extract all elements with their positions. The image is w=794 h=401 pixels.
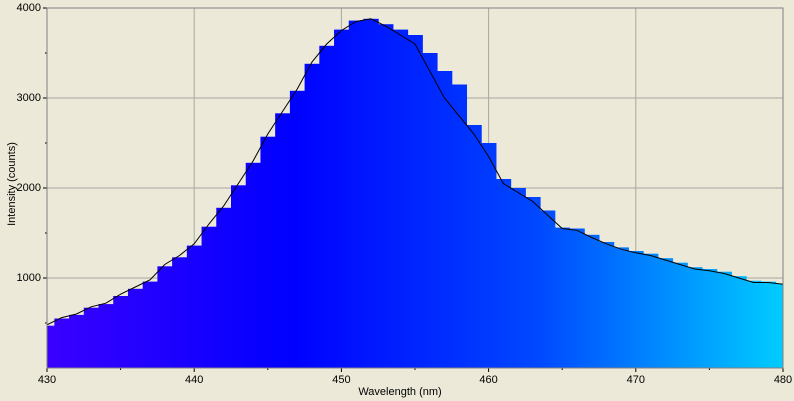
bar <box>127 288 144 368</box>
bar <box>260 136 276 368</box>
x-tick-label: 470 <box>627 374 645 386</box>
bar <box>716 271 732 368</box>
bar <box>554 227 571 368</box>
bar <box>746 280 762 368</box>
bar <box>231 185 247 368</box>
plot-frame <box>46 7 784 369</box>
y-axis-label: Intensity (counts) <box>6 142 18 226</box>
bar <box>392 29 409 368</box>
bar <box>599 242 615 368</box>
bar <box>422 53 438 368</box>
bar <box>569 228 585 368</box>
bar <box>584 234 600 368</box>
bar <box>47 325 55 368</box>
bar <box>113 296 129 368</box>
bar <box>657 258 674 368</box>
x-axis-label: Wavelength (nm) <box>358 386 441 398</box>
bar <box>216 207 232 368</box>
bar <box>348 20 364 368</box>
y-tick-label: 1000 <box>17 272 41 284</box>
bar <box>437 71 453 368</box>
bar <box>466 125 482 368</box>
x-tick-label: 440 <box>185 374 203 386</box>
bar <box>319 45 335 368</box>
bar <box>510 188 526 368</box>
bar <box>289 90 306 368</box>
bar <box>672 262 688 368</box>
bar <box>481 143 497 368</box>
x-tick-label: 450 <box>332 374 350 386</box>
x-tick-label: 480 <box>774 374 792 386</box>
bar <box>540 210 556 368</box>
bar <box>643 253 659 368</box>
bar <box>172 257 188 368</box>
bar <box>142 281 158 368</box>
bar <box>613 247 629 368</box>
bar <box>201 226 217 368</box>
y-tick-label: 2000 <box>17 182 41 194</box>
bar <box>275 113 291 368</box>
y-tick-label: 3000 <box>17 92 41 104</box>
x-tick-label: 430 <box>38 374 56 386</box>
bar <box>451 84 468 368</box>
bar <box>83 307 100 368</box>
bar <box>525 197 541 368</box>
bar <box>245 162 261 368</box>
bar <box>760 281 777 368</box>
bar <box>98 304 114 368</box>
bar <box>495 179 512 368</box>
bar <box>363 18 379 368</box>
bar <box>378 24 394 368</box>
x-tick-label: 460 <box>479 374 497 386</box>
line <box>47 18 783 326</box>
bar <box>628 251 644 368</box>
y-tick-label: 4000 <box>17 2 41 14</box>
bar <box>334 29 350 368</box>
bar <box>54 318 70 368</box>
bar <box>407 35 423 368</box>
bar <box>731 276 747 368</box>
bar <box>186 245 203 368</box>
bar <box>687 267 703 368</box>
bar <box>702 269 718 368</box>
bar <box>304 63 320 368</box>
bar <box>157 266 173 368</box>
bar <box>69 314 85 368</box>
bar <box>775 283 783 368</box>
